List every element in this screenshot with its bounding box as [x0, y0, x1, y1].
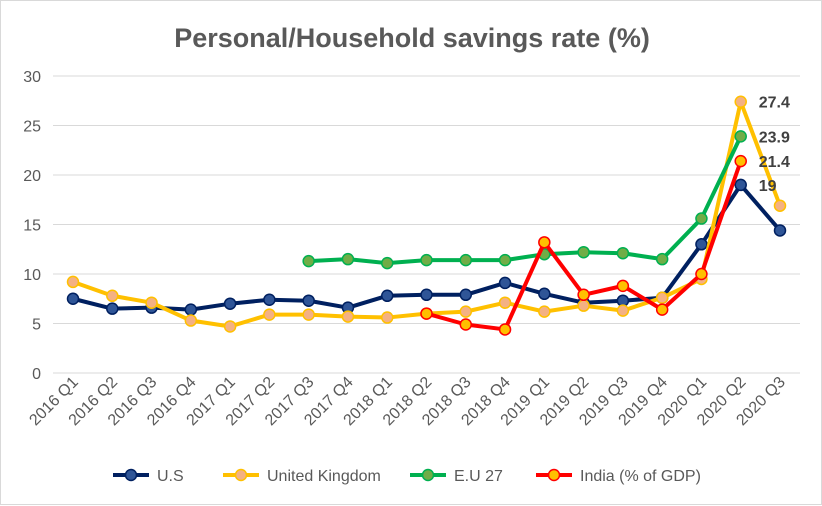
data-point: [341, 310, 355, 323]
legend-label: U.S: [157, 468, 184, 485]
data-point: [655, 291, 669, 305]
data-point: [420, 253, 433, 267]
y-axis-ticks: 0 5 10 15 20 25 30: [23, 69, 41, 383]
data-point: [616, 246, 630, 260]
data-point: [106, 302, 119, 315]
data-point: [263, 308, 276, 321]
series-2: [302, 130, 747, 270]
data-point: [459, 288, 473, 302]
data-point: [420, 307, 433, 320]
data-point: [616, 279, 630, 293]
data-point: [459, 318, 473, 331]
data-point: [655, 303, 669, 316]
data-point: [341, 252, 355, 266]
data-point: [145, 296, 158, 309]
data-point: [577, 288, 590, 302]
legend-label: E.U 27: [454, 468, 503, 485]
data-point: [695, 212, 708, 225]
data-label: 23.9: [759, 129, 790, 146]
y-tick-label: 30: [23, 69, 41, 86]
data-point: [459, 305, 473, 318]
legend: U.S United Kingdom E.U 27 India (% of GDP): [113, 468, 701, 485]
data-point: [695, 267, 708, 281]
gridlines: [53, 75, 800, 374]
data-point: [223, 320, 237, 333]
data-point: [263, 293, 276, 306]
data-point: [420, 288, 433, 302]
data-point: [66, 292, 80, 305]
data-point: [66, 275, 80, 289]
data-point: [459, 253, 473, 267]
y-tick-label: 5: [32, 317, 41, 334]
y-tick-label: 20: [23, 168, 41, 185]
legend-marker: [234, 468, 248, 482]
data-point: [577, 245, 590, 259]
data-label: 19: [759, 178, 777, 195]
data-point: [380, 256, 394, 270]
data-point: [734, 95, 747, 108]
data-point: [184, 303, 198, 316]
data-label: 21.4: [759, 154, 790, 171]
data-point: [773, 224, 787, 237]
data-point: [498, 296, 512, 309]
y-tick-label: 25: [23, 119, 41, 136]
data-point: [184, 314, 198, 327]
data-point: [302, 308, 315, 321]
data-point: [223, 297, 237, 310]
data-point: [538, 236, 551, 249]
data-point: [498, 323, 512, 336]
data-point: [616, 304, 630, 317]
data-point: [380, 289, 394, 303]
data-point: [498, 253, 512, 267]
series-line: [306, 134, 743, 266]
data-point: [773, 199, 787, 212]
legend-marker: [124, 468, 138, 482]
y-tick-label: 0: [32, 366, 41, 383]
data-point: [106, 289, 119, 303]
data-point: [734, 130, 747, 143]
data-label: 27.4: [759, 95, 790, 112]
data-point: [380, 311, 394, 324]
data-point: [695, 238, 708, 251]
legend-label: India (% of GDP): [580, 468, 701, 485]
data-point: [498, 276, 512, 290]
data-point: [577, 299, 590, 312]
data-point: [538, 287, 551, 301]
series-3: [420, 154, 747, 336]
data-labels: 19 27.4 23.9 21.4: [759, 95, 790, 195]
legend-marker: [421, 468, 435, 482]
data-point: [302, 294, 315, 307]
series-lines: [66, 95, 787, 336]
legend-label: United Kingdom: [267, 468, 381, 485]
y-tick-label: 10: [23, 267, 41, 284]
data-point: [655, 252, 669, 266]
chart-title: Personal/Household savings rate (%): [174, 23, 650, 53]
y-tick-label: 15: [23, 218, 41, 235]
data-point: [734, 154, 747, 168]
data-point: [302, 254, 315, 268]
data-point: [734, 178, 747, 192]
data-point: [538, 305, 551, 318]
legend-marker: [547, 468, 561, 482]
